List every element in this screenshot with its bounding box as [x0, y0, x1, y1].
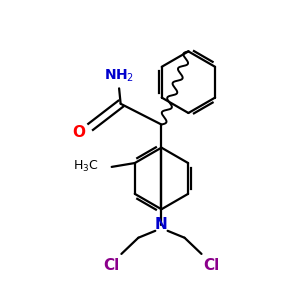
Text: Cl: Cl — [103, 258, 119, 273]
Text: NH$_2$: NH$_2$ — [104, 68, 134, 84]
Text: O: O — [72, 125, 85, 140]
Text: N: N — [155, 217, 168, 232]
Text: H$_3$C: H$_3$C — [73, 159, 99, 174]
Text: Cl: Cl — [203, 258, 220, 273]
